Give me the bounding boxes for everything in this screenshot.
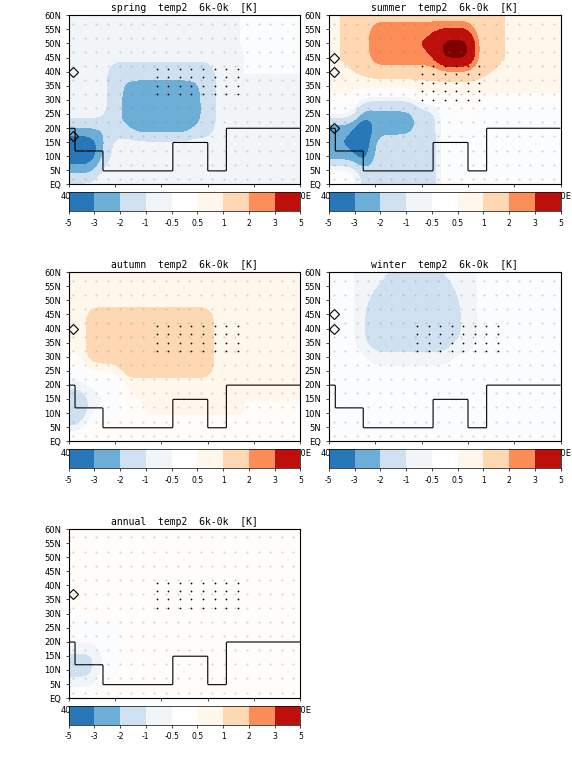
Bar [223, 449, 249, 468]
Bar [432, 192, 458, 211]
Bar [275, 192, 300, 211]
Bar [94, 706, 120, 725]
Bar [197, 706, 223, 725]
Bar [432, 449, 458, 468]
Bar [329, 192, 355, 211]
Bar [406, 192, 432, 211]
Bar [94, 192, 120, 211]
Bar [249, 192, 275, 211]
Bar [146, 706, 172, 725]
Bar [355, 449, 380, 468]
Bar [483, 449, 509, 468]
Bar [249, 706, 275, 725]
Bar [146, 192, 172, 211]
Bar [69, 192, 94, 211]
Bar [172, 706, 197, 725]
Bar [380, 192, 406, 211]
Bar [275, 706, 300, 725]
Title: autumn  temp2  6k-0k  [K]: autumn temp2 6k-0k [K] [111, 260, 258, 270]
Bar [69, 706, 94, 725]
Bar [355, 192, 380, 211]
Bar [120, 706, 146, 725]
Title: winter  temp2  6k-0k  [K]: winter temp2 6k-0k [K] [371, 260, 518, 270]
Bar [509, 449, 535, 468]
Bar [509, 192, 535, 211]
Bar [329, 449, 355, 468]
Bar [535, 449, 561, 468]
Bar [120, 449, 146, 468]
Title: spring  temp2  6k-0k  [K]: spring temp2 6k-0k [K] [111, 3, 258, 13]
Bar [458, 192, 483, 211]
Bar [94, 449, 120, 468]
Bar [223, 192, 249, 211]
Bar [380, 449, 406, 468]
Bar [197, 192, 223, 211]
Title: summer  temp2  6k-0k  [K]: summer temp2 6k-0k [K] [371, 3, 518, 13]
Bar [275, 449, 300, 468]
Bar [458, 449, 483, 468]
Bar [406, 449, 432, 468]
Bar [249, 449, 275, 468]
Bar [120, 192, 146, 211]
Bar [483, 192, 509, 211]
Bar [197, 449, 223, 468]
Bar [146, 449, 172, 468]
Bar [69, 449, 94, 468]
Bar [172, 192, 197, 211]
Bar [535, 192, 561, 211]
Bar [223, 706, 249, 725]
Title: annual  temp2  6k-0k  [K]: annual temp2 6k-0k [K] [111, 517, 258, 526]
Bar [172, 449, 197, 468]
